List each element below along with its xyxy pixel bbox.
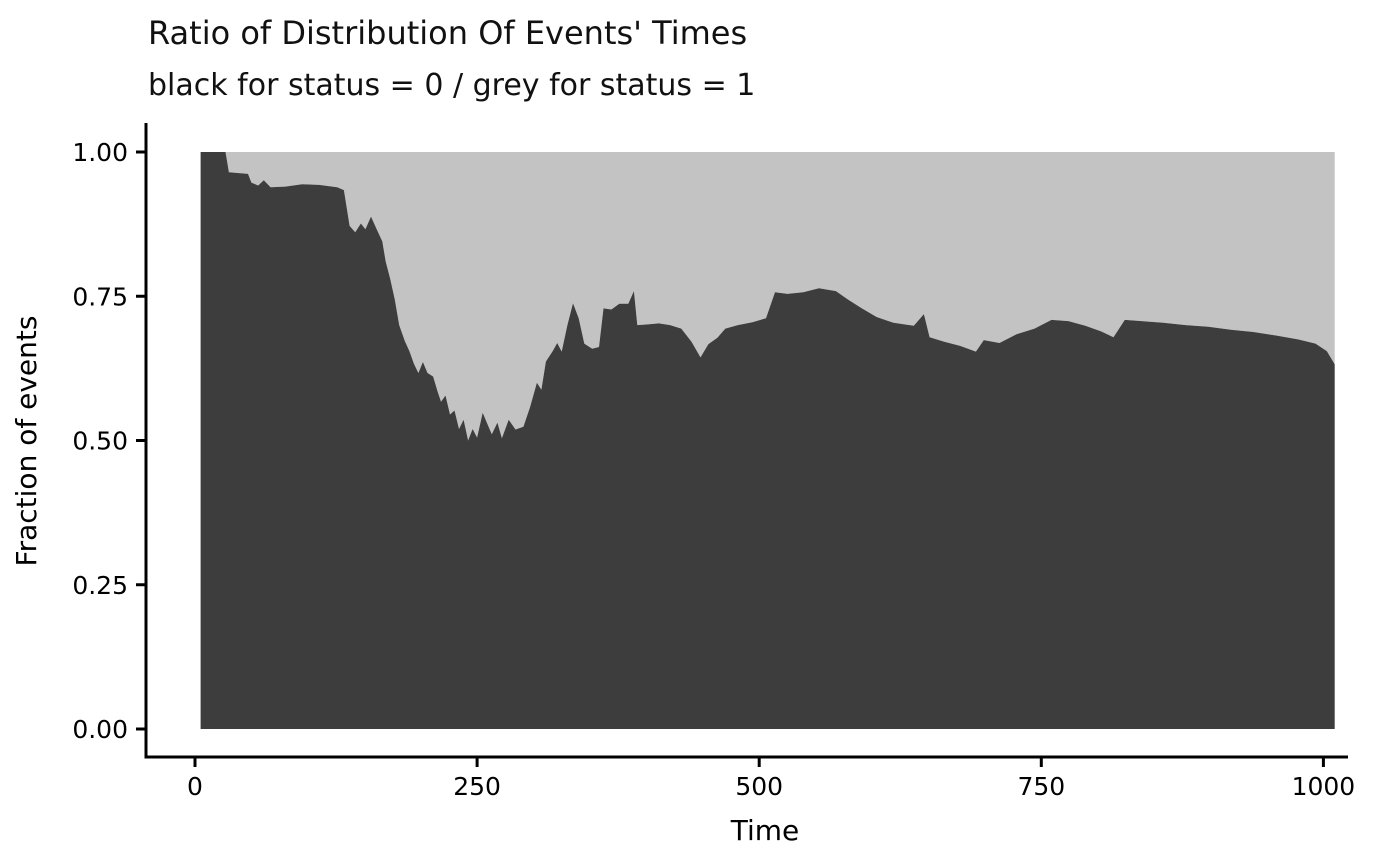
y-tick-label: 0.50 — [72, 427, 128, 456]
x-tick-label: 500 — [735, 772, 783, 801]
x-tick-label: 1000 — [1292, 772, 1356, 801]
x-tick-label: 750 — [1017, 772, 1065, 801]
area-series-group — [200, 152, 1335, 729]
status-0-area — [200, 152, 1335, 729]
x-tick-label: 250 — [453, 772, 501, 801]
x-axis-label: Time — [730, 814, 800, 847]
x-tick-label: 0 — [187, 772, 203, 801]
chart-title: Ratio of Distribution Of Events' Times — [148, 14, 747, 52]
y-axis-label: Fraction of events — [10, 316, 43, 567]
axes-group: 0 250 500 750 1000 0.00 0.25 0.50 0.75 1.00 — [72, 123, 1355, 801]
y-tick-label: 0.00 — [72, 715, 128, 744]
y-tick-label: 0.25 — [72, 571, 128, 600]
status-1-area — [200, 152, 1335, 441]
y-tick-label: 0.75 — [72, 282, 128, 311]
y-tick-label: 1.00 — [72, 138, 128, 167]
chart-subtitle: black for status = 0 / grey for status =… — [148, 68, 755, 103]
